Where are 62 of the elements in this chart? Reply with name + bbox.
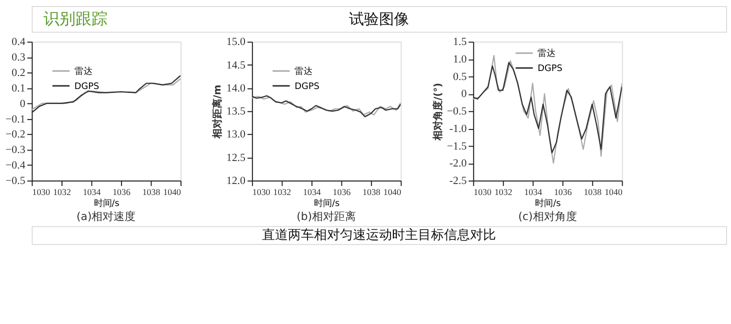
x-tick-label: 1038 bbox=[142, 186, 161, 197]
y-tick-label: −0.5 bbox=[446, 106, 468, 118]
x-tick-label: 1036 bbox=[112, 186, 131, 197]
line-series bbox=[473, 62, 622, 154]
y-tick-label: -2.5 bbox=[449, 175, 468, 188]
y-tick-label: 15.0 bbox=[226, 36, 246, 48]
x-tick-label: 1040 bbox=[163, 186, 182, 197]
text: 直道两车相对匀速运动时主目标信息对比 bbox=[262, 227, 496, 244]
y-tick-label: 0.4 bbox=[12, 36, 26, 48]
y-tick-label: 12.5 bbox=[226, 152, 246, 164]
legend-label: DGPS bbox=[538, 64, 563, 74]
text: (a)相对速度 bbox=[76, 210, 136, 224]
y-tick-label: 0 bbox=[20, 98, 26, 110]
y-tick-label: 14.5 bbox=[226, 59, 246, 72]
y-tick-label: 12.0 bbox=[226, 175, 246, 188]
x-tick-label: 1036 bbox=[554, 186, 572, 197]
x-tick-label: 1040 bbox=[604, 186, 623, 197]
legend-label: DGPS bbox=[294, 82, 320, 92]
y-tick-label: −0.2 bbox=[5, 128, 26, 141]
y-tick-label: 1.0 bbox=[453, 54, 468, 66]
text: (c)相对角度 bbox=[518, 210, 577, 224]
x-tick-label: 1030 bbox=[32, 186, 51, 197]
legend-label: 雷达 bbox=[538, 48, 556, 60]
x-tick-label: 1030 bbox=[252, 186, 271, 197]
y-tick-label: 0.1 bbox=[12, 82, 26, 94]
x-axis-title: 时间/s bbox=[535, 198, 562, 209]
y-tick-label: −1.5 bbox=[446, 140, 468, 152]
y-tick-label: 0 bbox=[461, 88, 468, 100]
x-tick-label: 1040 bbox=[383, 186, 402, 197]
y-tick-label: -2.0 bbox=[449, 158, 468, 170]
y-axis-title: 相对距离/m bbox=[211, 84, 224, 140]
legend-label: 雷达 bbox=[294, 66, 313, 77]
y-tick-label: 0.3 bbox=[12, 52, 26, 64]
y-tick-label: 0.5 bbox=[453, 70, 468, 83]
x-tick-label: 1032 bbox=[273, 186, 292, 197]
x-tick-label: 1032 bbox=[53, 186, 71, 197]
y-tick-label: 13.0 bbox=[226, 128, 246, 141]
x-tick-label: 1034 bbox=[524, 186, 543, 197]
x-tick-label: 1030 bbox=[474, 186, 492, 197]
x-axis-title: 时间/s bbox=[94, 198, 120, 209]
x-tick-label: 1036 bbox=[332, 186, 352, 197]
y-tick-label: −0.4 bbox=[5, 160, 26, 172]
legend-label: 雷达 bbox=[74, 66, 92, 77]
y-tick-label: −0.3 bbox=[5, 144, 26, 156]
y-axis-title: 相对角度/(°) bbox=[432, 82, 444, 142]
y-tick-label: 1.5 bbox=[453, 36, 468, 48]
x-tick-label: 1038 bbox=[584, 186, 602, 197]
text: 试验图像 bbox=[348, 10, 409, 28]
x-axis-title: 时间/s bbox=[314, 198, 340, 209]
y-tick-label: 13.5 bbox=[226, 106, 246, 118]
x-tick-label: 1038 bbox=[362, 186, 381, 197]
y-tick-label: −0.1 bbox=[5, 113, 26, 126]
y-tick-label: −0.5 bbox=[5, 175, 26, 188]
x-tick-label: 1032 bbox=[494, 186, 512, 197]
x-tick-label: 1034 bbox=[82, 186, 102, 197]
text: (b)相对距离 bbox=[296, 210, 356, 224]
y-tick-label: -1.0 bbox=[449, 122, 468, 135]
text: 识别跟踪 bbox=[44, 8, 108, 28]
y-tick-label: 0.2 bbox=[12, 67, 26, 80]
x-tick-label: 1034 bbox=[303, 186, 322, 197]
legend-label: DGPS bbox=[74, 82, 100, 92]
y-tick-label: 14.0 bbox=[226, 82, 246, 94]
